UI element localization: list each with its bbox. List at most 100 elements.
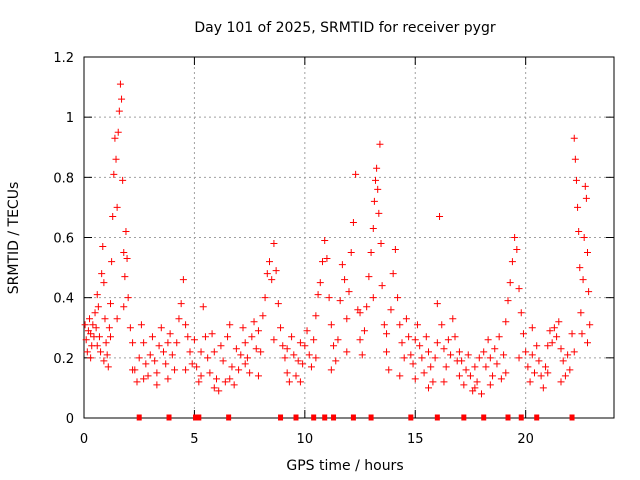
data-point (254, 372, 262, 380)
data-point (584, 339, 591, 347)
data-point (312, 312, 320, 320)
data-point (164, 339, 172, 347)
data-point (197, 348, 205, 356)
zero-marker (293, 414, 299, 421)
zero-marker (534, 414, 540, 421)
x-tick-label: 20 (517, 432, 534, 447)
data-point (440, 345, 448, 353)
x-tick-label: 5 (190, 432, 198, 447)
data-point (188, 360, 196, 368)
zero-marker (311, 414, 317, 421)
zero-marker (518, 414, 524, 421)
data-point (94, 303, 102, 311)
data-point (464, 351, 472, 359)
data-point (294, 357, 302, 365)
data-point (539, 384, 547, 392)
zero-marker (226, 414, 232, 421)
data-point (433, 339, 441, 347)
data-point (239, 324, 247, 332)
data-point (270, 336, 278, 344)
data-point (266, 258, 273, 266)
data-point (447, 351, 455, 359)
data-point (557, 378, 565, 386)
data-point (515, 354, 523, 362)
data-point (319, 258, 326, 266)
data-point (173, 339, 181, 347)
data-point (112, 155, 120, 163)
data-point (199, 303, 207, 311)
data-point (577, 309, 585, 317)
data-point (431, 354, 439, 362)
data-point (380, 321, 388, 329)
data-point (140, 375, 148, 383)
data-point (449, 315, 457, 323)
data-point (246, 369, 254, 377)
data-point (237, 351, 245, 359)
data-point (502, 369, 510, 377)
data-point (146, 351, 154, 359)
data-point (197, 372, 205, 380)
data-point (429, 378, 437, 386)
data-point (416, 342, 424, 350)
data-point (513, 246, 521, 254)
data-point (108, 258, 116, 266)
data-point (582, 194, 590, 202)
data-point (210, 384, 218, 392)
data-point (110, 170, 118, 178)
data-point (484, 336, 492, 344)
data-point (277, 324, 285, 332)
data-point (171, 366, 179, 374)
data-point (422, 333, 430, 341)
data-point (111, 134, 119, 142)
data-point (559, 357, 567, 365)
data-point (458, 357, 466, 365)
y-tick-label: 0.6 (53, 232, 74, 247)
data-point (166, 330, 174, 338)
data-point (241, 360, 249, 368)
data-point (104, 363, 112, 371)
data-point (544, 369, 552, 377)
data-point (164, 375, 172, 383)
data-point (135, 354, 143, 362)
data-point (425, 384, 432, 392)
data-point (177, 300, 185, 308)
data-point (526, 378, 534, 386)
data-point (566, 366, 574, 374)
data-point (195, 378, 203, 386)
data-point (574, 203, 582, 211)
data-point (462, 366, 470, 374)
data-point (352, 170, 360, 178)
data-point (226, 375, 234, 383)
data-point (413, 321, 421, 329)
data-point (312, 354, 320, 362)
zero-marker (278, 414, 284, 421)
data-point (179, 276, 187, 284)
data-point (100, 357, 108, 365)
data-point (396, 321, 404, 329)
chart-title: Day 101 of 2025, SRMTID for receiver pyg… (194, 20, 495, 36)
x-tick-label: 10 (297, 432, 314, 447)
data-point (405, 333, 413, 341)
data-point (107, 300, 114, 308)
data-point (250, 318, 258, 326)
data-point (100, 279, 108, 287)
data-point (270, 240, 278, 248)
data-point (123, 255, 131, 263)
data-point (182, 366, 190, 374)
data-point (129, 366, 137, 374)
data-point (356, 309, 364, 317)
data-point (564, 351, 572, 359)
zero-marker (461, 414, 467, 421)
data-point (460, 381, 468, 389)
data-point (400, 354, 408, 362)
data-point (182, 321, 190, 329)
zero-marker (196, 414, 202, 421)
data-point (144, 372, 152, 380)
data-point (184, 333, 192, 341)
data-point (570, 134, 578, 142)
data-point (274, 300, 282, 308)
y-tick-label: 1.2 (53, 51, 74, 66)
data-point (168, 351, 176, 359)
data-point (478, 390, 485, 398)
data-point (268, 276, 276, 284)
